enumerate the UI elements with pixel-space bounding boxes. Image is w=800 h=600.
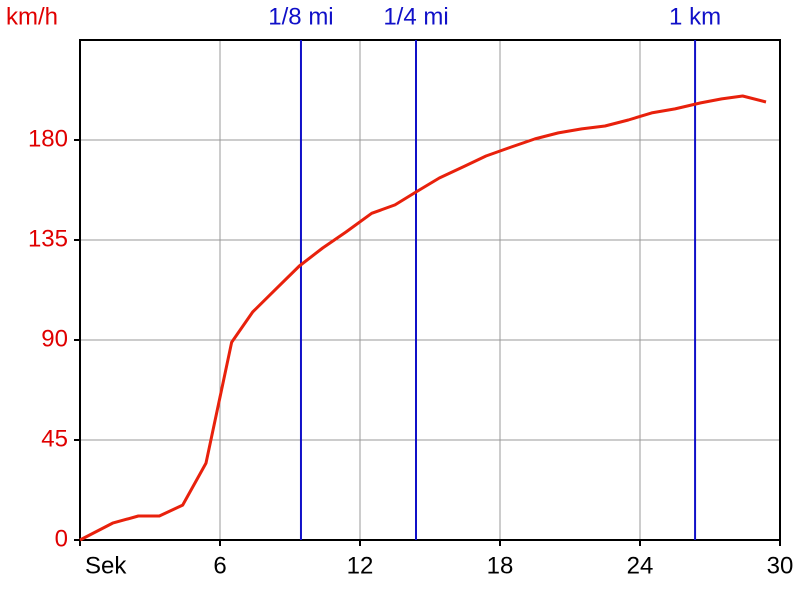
distance-marker-label: 1/4 mi [383,3,448,30]
y-tick-label: 0 [55,525,68,552]
distance-marker-label: 1/8 mi [268,3,333,30]
x-tick-label: 6 [213,552,226,579]
y-axis-label: km/h [6,3,58,30]
y-tick-label: 135 [28,225,68,252]
x-tick-label: 30 [767,552,794,579]
y-tick-label: 90 [41,325,68,352]
speed-line [79,94,767,542]
plot-frame [79,39,781,541]
x-tick-label: 18 [487,552,514,579]
distance-marker-label: 1 km [669,3,721,30]
x-tick-label: Sek [85,552,127,579]
y-tick-label: 45 [41,425,68,452]
y-tick-label: 180 [28,125,68,152]
x-tick-label: 12 [347,552,374,579]
x-tick-label: 24 [627,552,654,579]
